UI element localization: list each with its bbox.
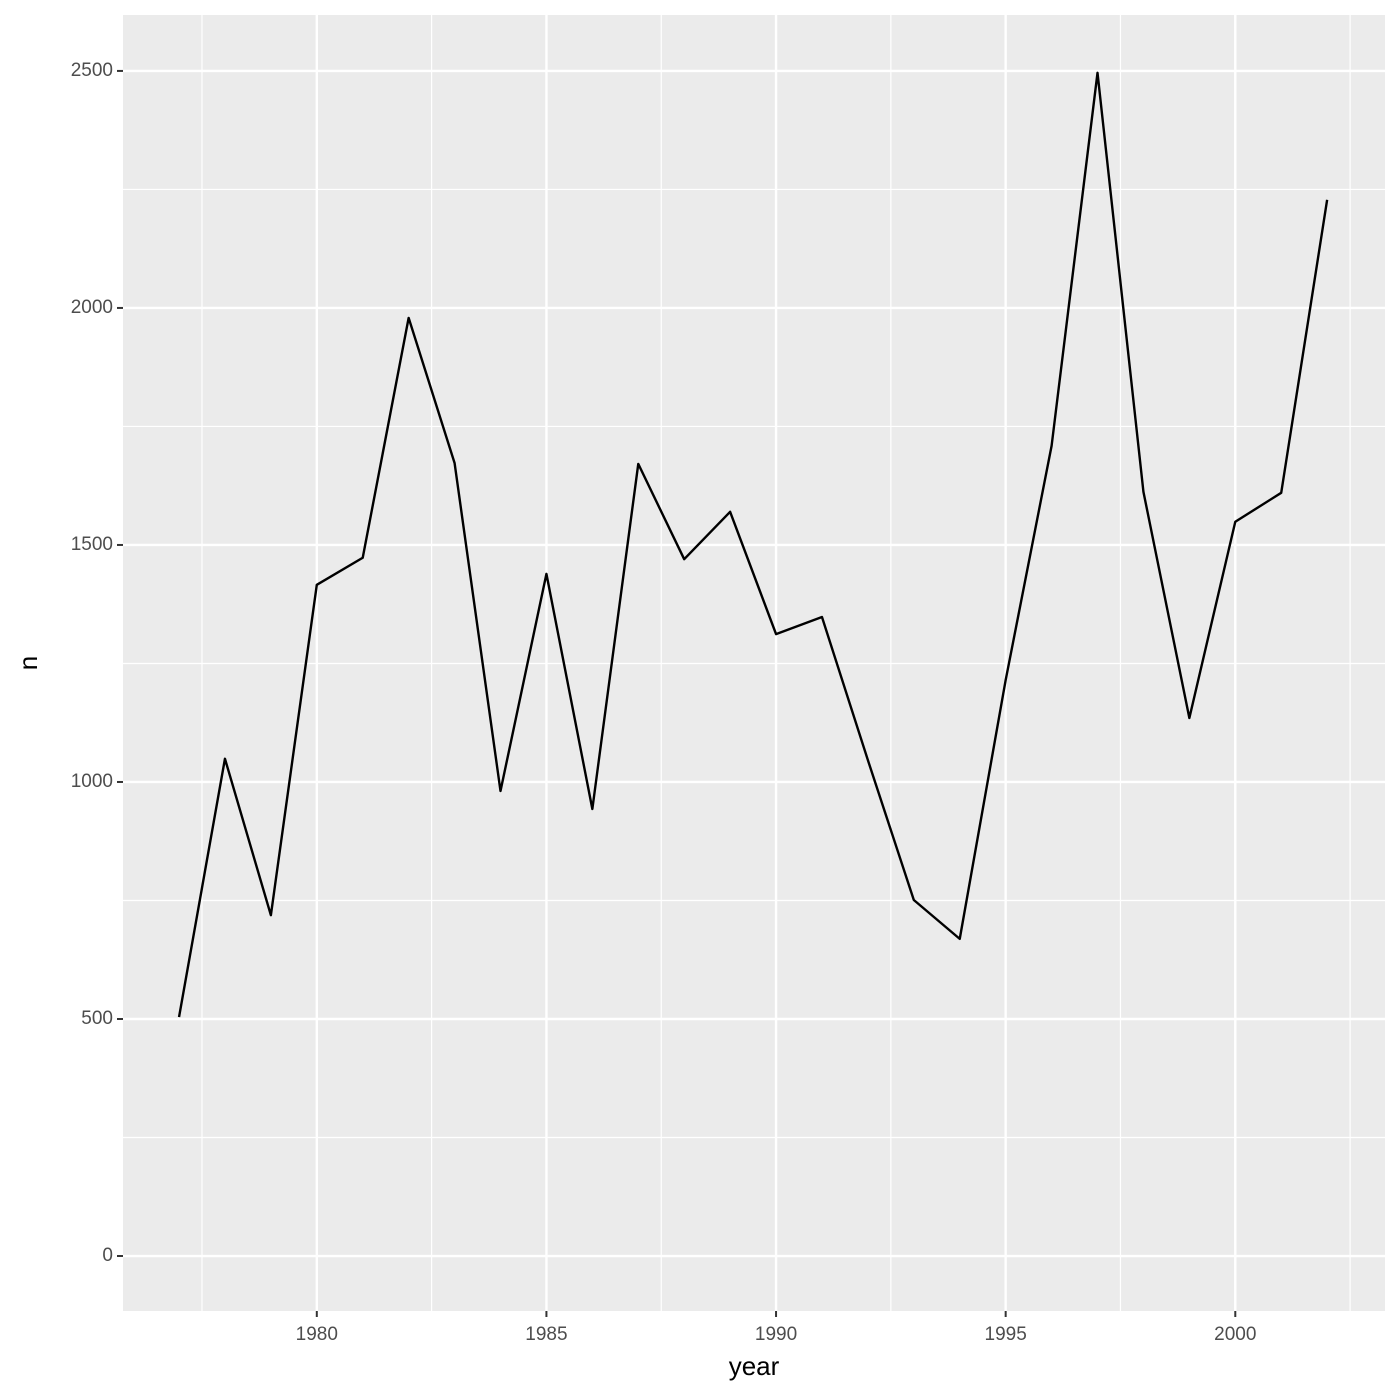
y-tick-label: 2000 — [71, 297, 113, 318]
x-tick-label: 2000 — [1214, 1324, 1256, 1345]
x-axis-title: year — [729, 1351, 780, 1381]
y-tick-label: 1000 — [71, 771, 113, 792]
y-tick-label: 2500 — [71, 60, 113, 81]
line — [177, 71, 1329, 1018]
x-tick-label: 1980 — [296, 1324, 338, 1345]
x-tick-label: 1990 — [755, 1324, 797, 1345]
x-tick-label: 1985 — [525, 1324, 567, 1345]
y-axis-title: n — [13, 656, 43, 670]
x-tick-label: 1995 — [985, 1324, 1027, 1345]
y-tick-label: 500 — [81, 1008, 113, 1029]
y-tick-label: 0 — [102, 1245, 113, 1266]
marks — [177, 71, 1329, 1018]
grid — [123, 15, 1385, 1311]
y-tick-label: 1500 — [71, 534, 113, 555]
